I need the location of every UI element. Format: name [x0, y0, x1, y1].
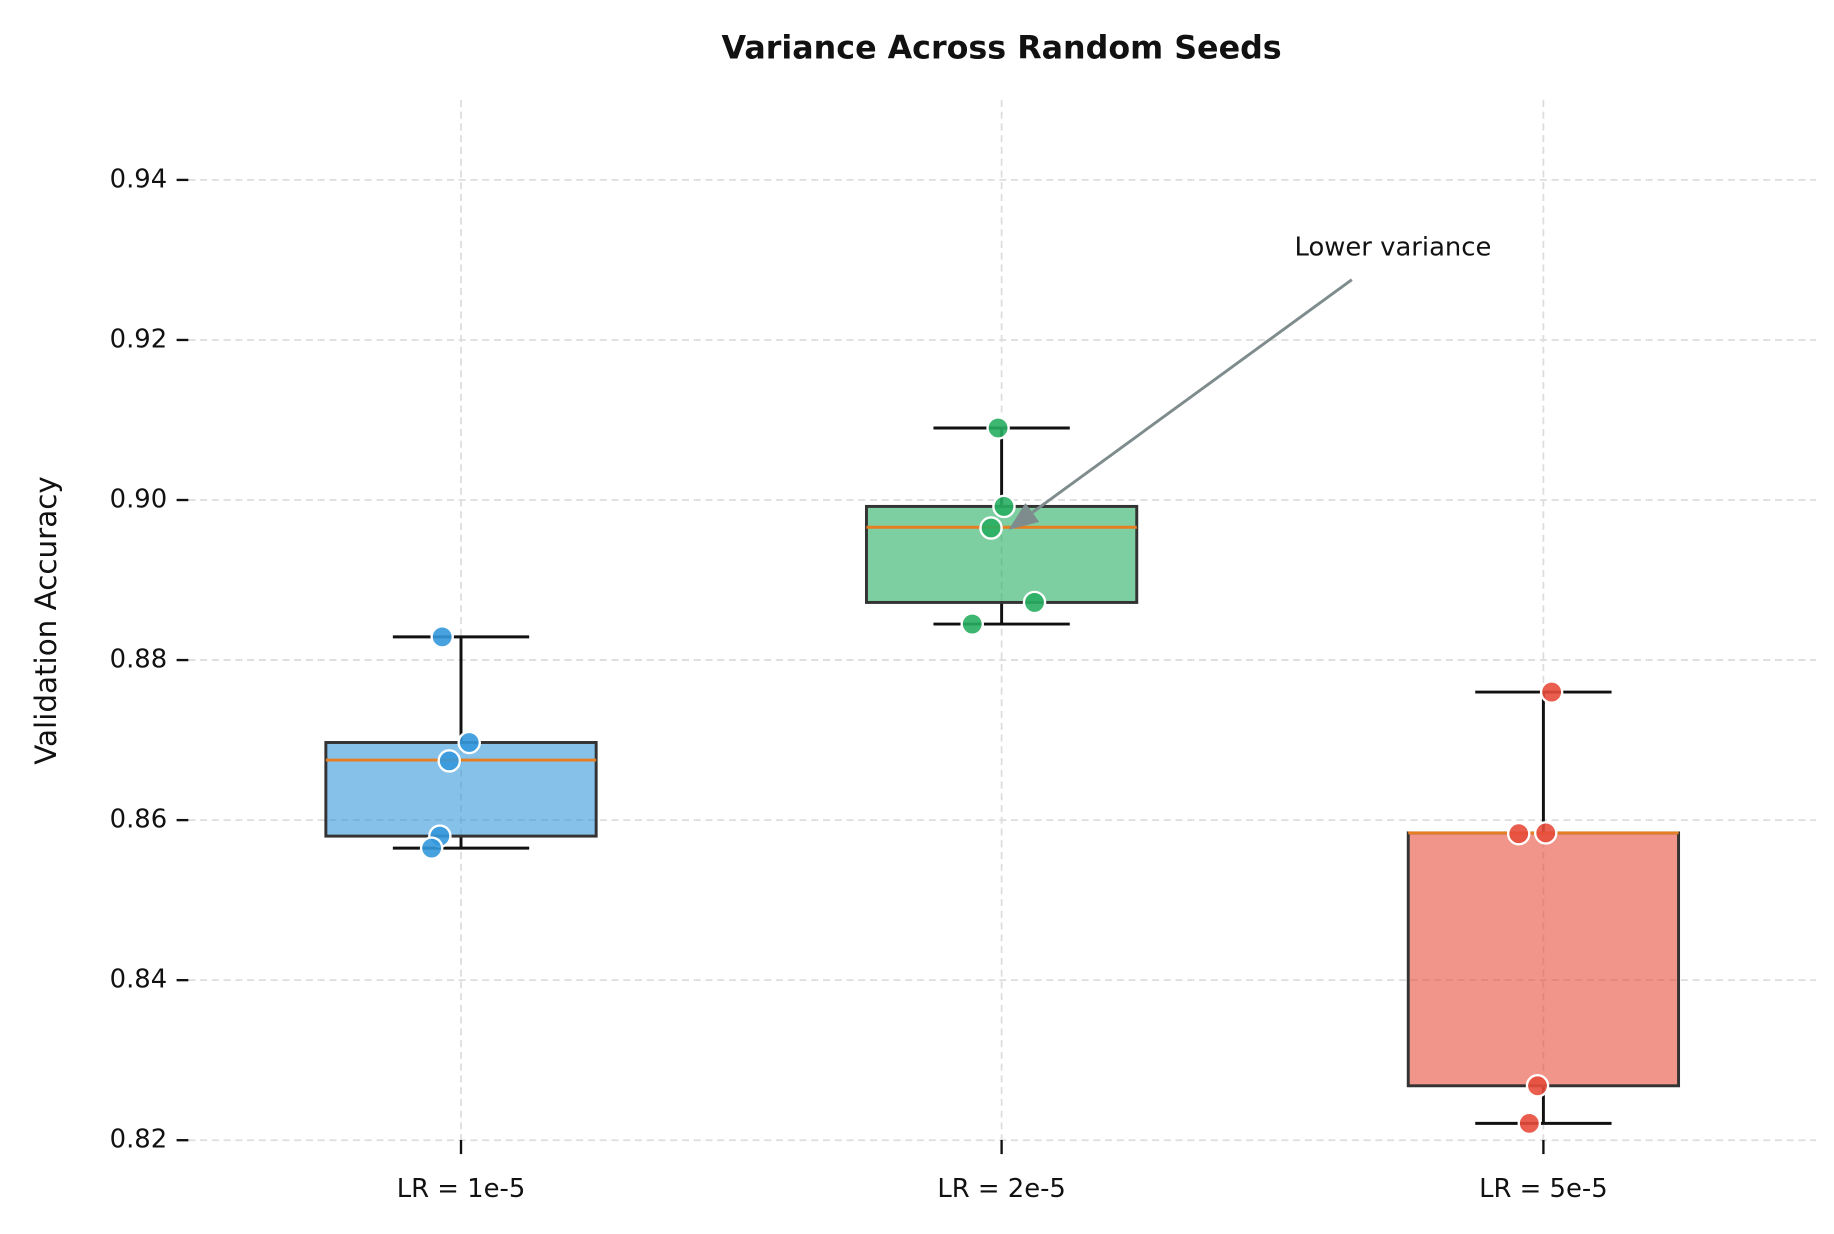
annotation-text: Lower variance — [1295, 232, 1492, 262]
y-axis-label: Validation Accuracy — [29, 476, 63, 765]
x-tick-label: LR = 1e-5 — [397, 1174, 526, 1204]
chart-title: Variance Across Random Seeds — [722, 30, 1282, 66]
x-tick-label: LR = 2e-5 — [937, 1174, 1066, 1204]
point — [1517, 1111, 1542, 1136]
y-tick-label: 0.88 — [110, 645, 168, 675]
y-tick-label: 0.92 — [110, 324, 168, 354]
point — [1539, 680, 1564, 704]
box — [864, 504, 1139, 604]
point — [457, 730, 481, 755]
y-tick-label: 0.86 — [110, 805, 168, 835]
point — [1525, 1074, 1550, 1098]
point — [960, 612, 984, 636]
point — [1506, 821, 1531, 846]
point — [437, 749, 462, 773]
y-tick-label: 0.84 — [110, 965, 168, 995]
point — [979, 516, 1003, 540]
point — [430, 625, 454, 649]
box — [324, 741, 598, 838]
y-tick-label: 0.90 — [110, 485, 168, 515]
point — [1022, 590, 1047, 615]
point — [419, 836, 444, 860]
point — [986, 416, 1010, 440]
y-tick-label: 0.94 — [110, 164, 168, 194]
box — [1406, 831, 1681, 1088]
point — [1534, 821, 1558, 845]
x-tick-label: LR = 5e-5 — [1479, 1174, 1608, 1204]
point — [992, 494, 1016, 519]
annotation-arrow — [1008, 278, 1353, 530]
y-tick-label: 0.82 — [110, 1125, 168, 1155]
